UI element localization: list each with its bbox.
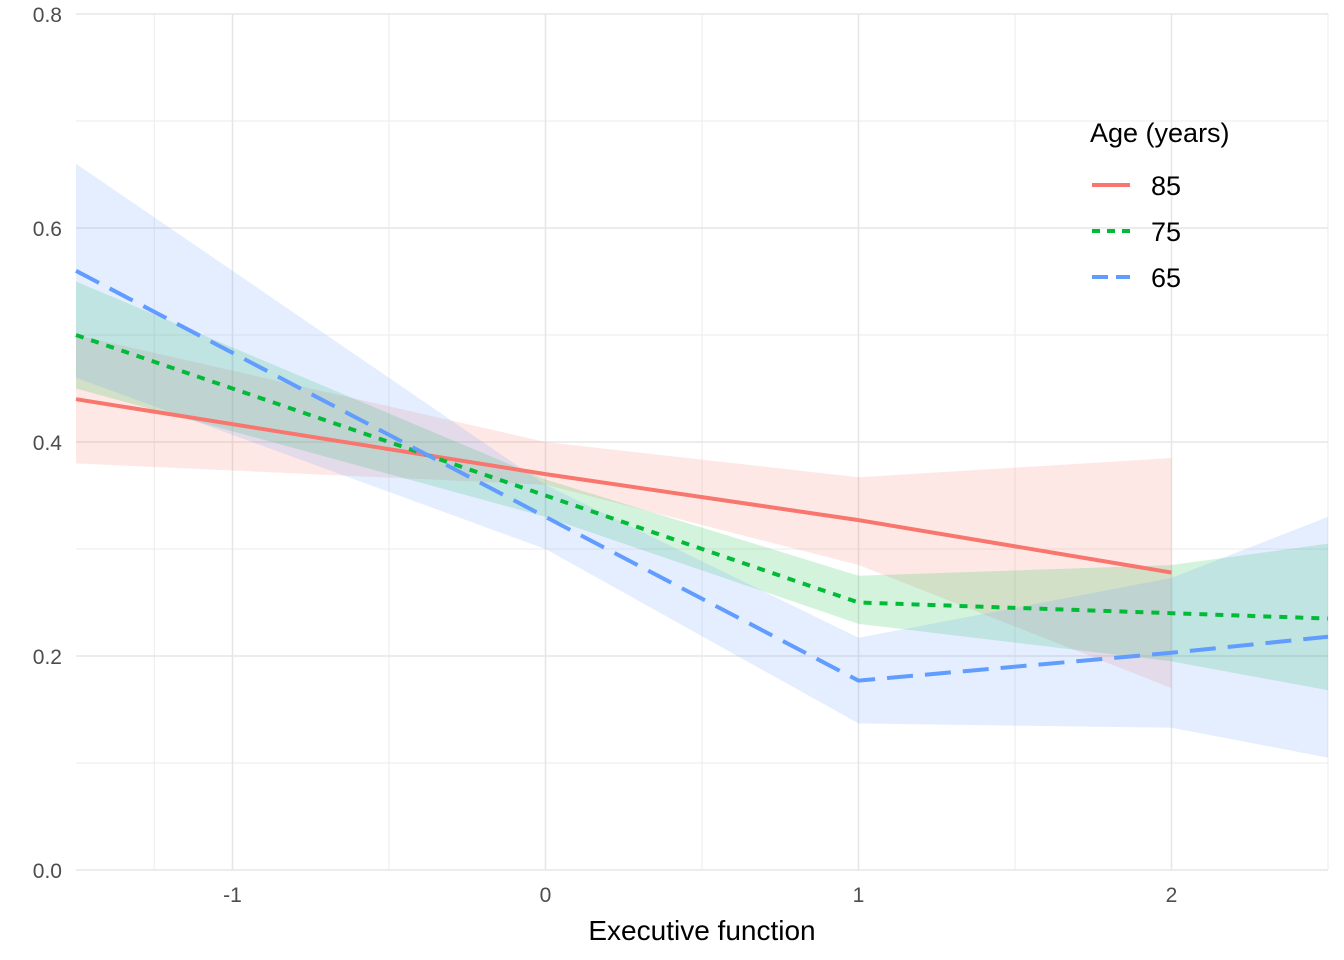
ci-band-85 [76, 335, 1172, 689]
series-line-85 [75, 397, 1172, 575]
x-tick-label: 1 [853, 884, 865, 907]
x-axis-ticks: -1 0 1 2 [223, 884, 1177, 907]
legend-title: Age (years) [1090, 118, 1230, 148]
y-tick-label: 0.2 [33, 646, 62, 669]
series-line-65 [75, 269, 1329, 683]
ci-band-75 [76, 281, 1328, 691]
y-tick-label: 0.4 [33, 432, 63, 455]
y-tick-label: 0.6 [33, 218, 62, 241]
legend: Age (years) 85 75 65 [1090, 118, 1230, 293]
x-tick-label: 0 [540, 884, 552, 907]
legend-label-65: 65 [1151, 263, 1181, 293]
series-lines [75, 269, 1329, 683]
legend-label-85: 85 [1151, 171, 1181, 201]
y-axis-ticks: 0.0 0.2 0.4 0.6 0.8 [33, 4, 63, 883]
y-tick-label: 0.8 [33, 4, 62, 27]
x-tick-label: -1 [223, 884, 242, 907]
x-tick-label: 2 [1166, 884, 1178, 907]
grid-major [76, 13, 1328, 871]
x-axis-title: Executive function [588, 915, 815, 946]
y-tick-label: 0.0 [33, 860, 62, 883]
legend-label-75: 75 [1151, 217, 1181, 247]
